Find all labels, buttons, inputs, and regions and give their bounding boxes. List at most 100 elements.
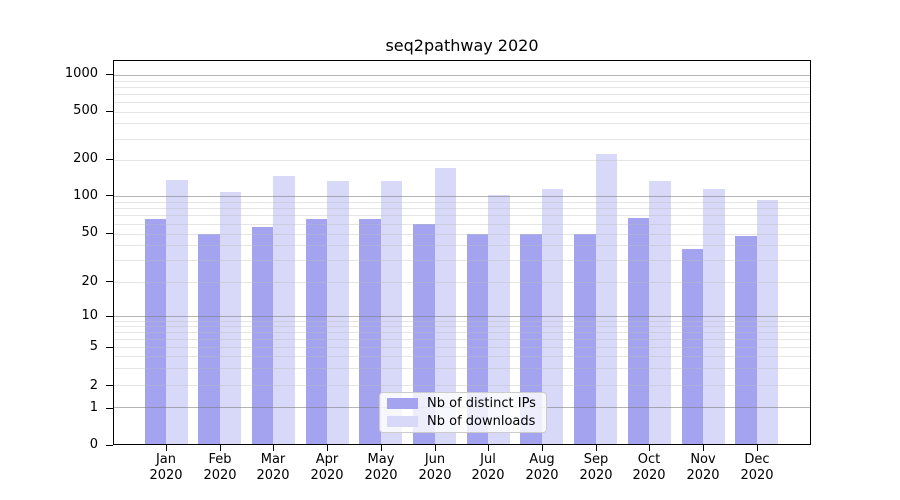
y-tick-label-1: 1 <box>89 400 98 415</box>
x-tick-mark-jun <box>435 445 436 451</box>
legend-swatch-distinct-ips <box>387 398 418 409</box>
bar-distinct-ips-jan <box>144 219 166 444</box>
x-tick-mark-nov <box>703 445 704 451</box>
gridline-80 <box>114 208 810 209</box>
gridline-9 <box>114 321 810 322</box>
x-tick-label-sep: Sep 2020 <box>579 452 613 483</box>
bar-distinct-ips-may <box>359 219 381 444</box>
y-tick-mark-500 <box>106 111 113 112</box>
gridline-2 <box>114 385 810 386</box>
plot-area <box>113 60 811 445</box>
y-tick-mark-200 <box>106 159 113 160</box>
bar-distinct-ips-jul <box>466 234 489 444</box>
gridline-40 <box>114 245 810 246</box>
gridline-900 <box>114 81 810 82</box>
gridline-300 <box>114 139 810 140</box>
gridline-200 <box>114 160 810 161</box>
bar-distinct-ips-aug <box>520 234 542 444</box>
x-tick-label-oct: Oct 2020 <box>632 452 666 483</box>
y-tick-label-1000: 1000 <box>64 66 98 81</box>
bar-downloads-oct <box>649 181 671 444</box>
x-tick-mark-dec <box>757 445 758 451</box>
bar-downloads-jan <box>166 180 188 444</box>
bar-downloads-feb <box>219 192 242 444</box>
gridline-8 <box>114 326 810 327</box>
x-tick-mark-jan <box>166 445 167 451</box>
bar-downloads-mar <box>273 176 295 444</box>
gridline-100 <box>114 196 810 197</box>
y-tick-label-20: 20 <box>81 274 98 289</box>
gridline-500 <box>114 112 810 113</box>
y-tick-label-0: 0 <box>89 437 98 452</box>
gridline-90 <box>114 202 810 203</box>
gridline-30 <box>114 260 810 261</box>
x-tick-label-feb: Feb 2020 <box>203 452 237 483</box>
bar-downloads-may <box>380 181 403 444</box>
legend-label-distinct-ips: Nb of distinct IPs <box>427 396 536 411</box>
bar-downloads-jul <box>488 195 510 444</box>
bar-distinct-ips-sep <box>574 234 596 444</box>
bar-distinct-ips-feb <box>198 234 220 444</box>
bars-layer <box>114 61 810 444</box>
y-tick-label-200: 200 <box>73 151 98 166</box>
y-tick-label-2: 2 <box>89 378 98 393</box>
gridline-10 <box>114 316 810 317</box>
bar-distinct-ips-oct <box>627 218 650 444</box>
bar-distinct-ips-jun <box>413 224 435 444</box>
y-tick-label-500: 500 <box>73 103 98 118</box>
bar-downloads-apr <box>327 181 349 444</box>
y-tick-mark-0 <box>106 445 113 446</box>
y-tick-label-100: 100 <box>73 188 98 203</box>
x-tick-mark-apr <box>327 445 328 451</box>
gridline-700 <box>114 94 810 95</box>
y-tick-mark-50 <box>106 233 113 234</box>
legend-swatch-downloads <box>387 416 418 427</box>
y-tick-mark-20 <box>106 281 113 282</box>
bar-downloads-dec <box>756 200 779 444</box>
bar-downloads-jun <box>434 168 456 444</box>
y-tick-mark-5 <box>106 347 113 348</box>
x-tick-label-jun: Jun 2020 <box>418 452 452 483</box>
gridline-7 <box>114 332 810 333</box>
y-tick-label-10: 10 <box>81 308 98 323</box>
y-tick-mark-1000 <box>106 74 113 75</box>
bar-distinct-ips-nov <box>681 249 703 444</box>
x-tick-mark-jul <box>488 445 489 451</box>
x-tick-label-may: May 2020 <box>364 452 398 483</box>
legend-item-distinct-ips: Nb of distinct IPs <box>387 396 539 411</box>
gridline-800 <box>114 87 810 88</box>
x-tick-label-dec: Dec 2020 <box>740 452 774 483</box>
y-tick-mark-1 <box>106 408 113 409</box>
x-tick-mark-may <box>381 445 382 451</box>
x-tick-label-apr: Apr 2020 <box>310 452 344 483</box>
y-tick-mark-10 <box>106 316 113 317</box>
gridline-5 <box>114 347 810 348</box>
bar-distinct-ips-apr <box>305 219 328 444</box>
x-tick-label-jul: Jul 2020 <box>471 452 505 483</box>
x-tick-label-aug: Aug 2020 <box>525 452 559 483</box>
gridline-3 <box>114 368 810 369</box>
x-tick-mark-mar <box>273 445 274 451</box>
gridline-1000 <box>114 75 810 76</box>
gridline-70 <box>114 215 810 216</box>
legend: Nb of distinct IPs Nb of downloads <box>379 392 547 433</box>
x-tick-mark-oct <box>649 445 650 451</box>
gridline-400 <box>114 123 810 124</box>
gridline-50 <box>114 234 810 235</box>
bar-distinct-ips-mar <box>251 227 274 444</box>
gridline-20 <box>114 282 810 283</box>
gridline-4 <box>114 356 810 357</box>
y-tick-mark-2 <box>106 385 113 386</box>
x-tick-mark-aug <box>542 445 543 451</box>
chart-title: seq2pathway 2020 <box>385 36 539 55</box>
x-tick-label-jan: Jan 2020 <box>149 452 183 483</box>
x-tick-label-mar: Mar 2020 <box>256 452 290 483</box>
legend-label-downloads: Nb of downloads <box>427 414 536 429</box>
bar-distinct-ips-dec <box>735 236 757 444</box>
x-tick-mark-sep <box>596 445 597 451</box>
gridline-600 <box>114 102 810 103</box>
y-tick-mark-100 <box>106 195 113 196</box>
x-tick-mark-feb <box>220 445 221 451</box>
bar-downloads-sep <box>595 154 618 444</box>
